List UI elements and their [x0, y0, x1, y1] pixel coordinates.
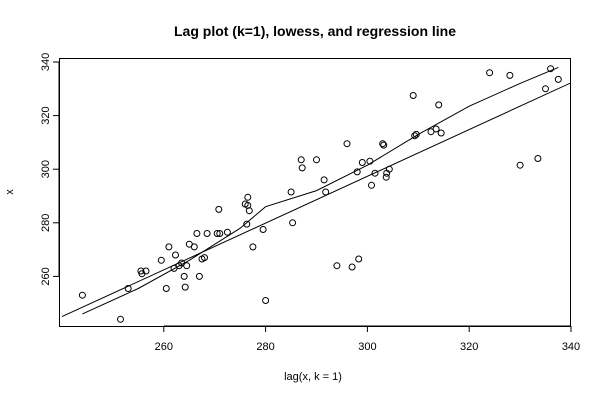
data-point: [366, 157, 374, 165]
data-point: [343, 140, 351, 148]
data-point: [409, 92, 417, 99]
data-point: [411, 132, 419, 140]
data-point: [190, 243, 198, 251]
data-point: [554, 75, 562, 83]
data-point: [259, 226, 267, 233]
x-axis: 260 280 300 320 340: [155, 325, 580, 353]
data-point: [193, 230, 201, 237]
data-point: [215, 205, 223, 213]
data-point: [216, 230, 224, 237]
data-point: [358, 159, 366, 166]
data-point: [385, 165, 393, 173]
data-point: [435, 101, 443, 109]
data-point: [201, 254, 208, 262]
plot-frame: [59, 58, 571, 327]
data-point: [181, 283, 189, 291]
data-point: [432, 125, 440, 133]
data-point: [379, 140, 387, 148]
data-point: [313, 156, 320, 164]
x-axis-label: lag(x, k = 1): [284, 371, 342, 383]
data-point: [547, 65, 555, 73]
data-point: [353, 168, 361, 176]
data-point: [380, 141, 388, 149]
chart-title: Lag plot (k=1), lowess, and regression l…: [174, 23, 456, 39]
data-point: [437, 129, 445, 137]
y-tick-label: 300: [40, 160, 52, 178]
data-point: [142, 267, 150, 275]
data-point: [262, 297, 270, 304]
regression-line: [61, 82, 570, 318]
y-tick-label: 340: [40, 53, 52, 71]
data-point: [78, 291, 86, 299]
data-point: [243, 220, 251, 228]
y-axis: 260 280 300 320 340: [40, 53, 60, 286]
data-point: [506, 71, 514, 79]
data-point: [289, 219, 297, 227]
data-point: [348, 263, 356, 271]
data-point: [371, 169, 379, 177]
y-tick-label: 320: [40, 106, 52, 124]
data-point: [244, 193, 252, 201]
data-point: [180, 272, 188, 280]
y-axis-label: x: [4, 189, 16, 195]
data-point: [322, 188, 330, 196]
lowess-line: [82, 66, 559, 315]
data-point: [297, 156, 305, 164]
data-point: [162, 285, 170, 292]
data-point: [117, 315, 124, 323]
data-point: [183, 262, 191, 270]
data-point: [223, 228, 231, 236]
data-point: [165, 243, 173, 251]
data-point: [287, 188, 295, 196]
data-point: [516, 161, 524, 169]
data-point: [486, 69, 494, 77]
data-point: [213, 230, 221, 237]
data-points: [78, 65, 562, 323]
x-tick-label: 300: [358, 341, 376, 353]
data-point: [245, 207, 253, 215]
y-tick-label: 280: [40, 214, 52, 232]
data-point: [542, 85, 549, 93]
data-point: [368, 181, 375, 189]
fit-lines: [61, 66, 570, 318]
data-point: [124, 285, 132, 292]
data-point: [320, 176, 328, 184]
data-point: [203, 230, 211, 237]
x-tick-label: 320: [460, 341, 478, 353]
x-tick-label: 340: [562, 341, 580, 353]
data-point: [195, 272, 203, 280]
data-point: [534, 155, 542, 162]
data-point: [157, 256, 165, 264]
data-point: [172, 251, 179, 259]
data-point: [249, 243, 257, 251]
x-tick-label: 260: [155, 341, 173, 353]
y-tick-label: 260: [40, 267, 52, 285]
data-point: [382, 173, 390, 181]
data-point: [333, 262, 341, 270]
data-point: [355, 255, 363, 263]
data-point: [412, 130, 420, 138]
data-point: [298, 164, 306, 172]
x-tick-label: 280: [256, 341, 274, 353]
